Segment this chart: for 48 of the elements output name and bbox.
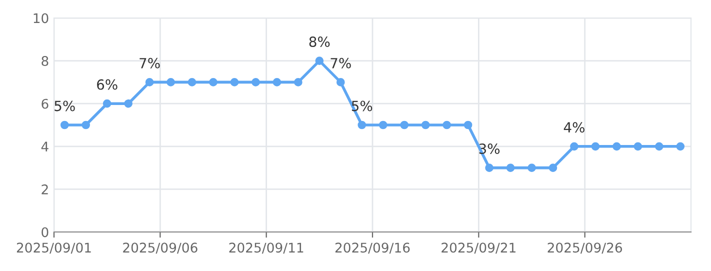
point	[315, 56, 324, 65]
data-label: 7%	[140, 58, 160, 68]
point	[145, 78, 154, 86]
point	[676, 142, 685, 151]
x-tick-label: 2025/09/26	[548, 242, 622, 254]
data-label: 5%	[54, 100, 75, 112]
point	[102, 99, 112, 108]
data-label: 4%	[564, 122, 584, 133]
y-tick-label: 8	[42, 56, 48, 66]
point	[336, 78, 345, 86]
data-label: 7%	[330, 58, 351, 68]
point	[634, 142, 642, 151]
point	[570, 142, 578, 151]
x-tick-label: 2025/09/11	[229, 242, 304, 254]
point	[591, 142, 600, 151]
x-tick-label: 2025/09/06	[123, 242, 198, 254]
point	[548, 164, 558, 172]
point	[82, 120, 90, 130]
y-tick-label: 2	[42, 184, 48, 194]
point	[421, 120, 430, 130]
y-tick-label: 10	[34, 13, 48, 24]
point	[654, 142, 664, 151]
point	[612, 142, 621, 151]
y-tick-label: 4	[41, 142, 48, 152]
point	[294, 78, 302, 86]
point	[252, 78, 260, 86]
point	[209, 78, 218, 86]
point	[272, 78, 282, 86]
point	[378, 120, 388, 130]
point	[464, 120, 472, 130]
point	[166, 78, 175, 86]
point	[400, 120, 409, 130]
point	[442, 120, 451, 130]
point	[124, 99, 132, 108]
x-tick-label: 2025/09/16	[335, 242, 410, 254]
point	[358, 120, 366, 130]
y-tick-label: 6	[42, 98, 48, 109]
point	[230, 78, 239, 86]
point	[506, 164, 515, 172]
point	[528, 164, 536, 172]
data-label: 8%	[309, 36, 330, 47]
data-label: 6%	[97, 79, 118, 90]
x-tick-label: 2025/09/21	[442, 242, 516, 254]
point	[188, 78, 196, 86]
point	[60, 120, 69, 130]
y-tick-label: 0	[42, 227, 48, 238]
point	[485, 164, 494, 172]
x-tick-label: 2025/09/01	[16, 242, 91, 254]
